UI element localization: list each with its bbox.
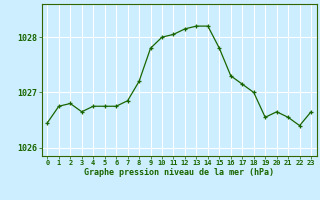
X-axis label: Graphe pression niveau de la mer (hPa): Graphe pression niveau de la mer (hPa) bbox=[84, 168, 274, 177]
